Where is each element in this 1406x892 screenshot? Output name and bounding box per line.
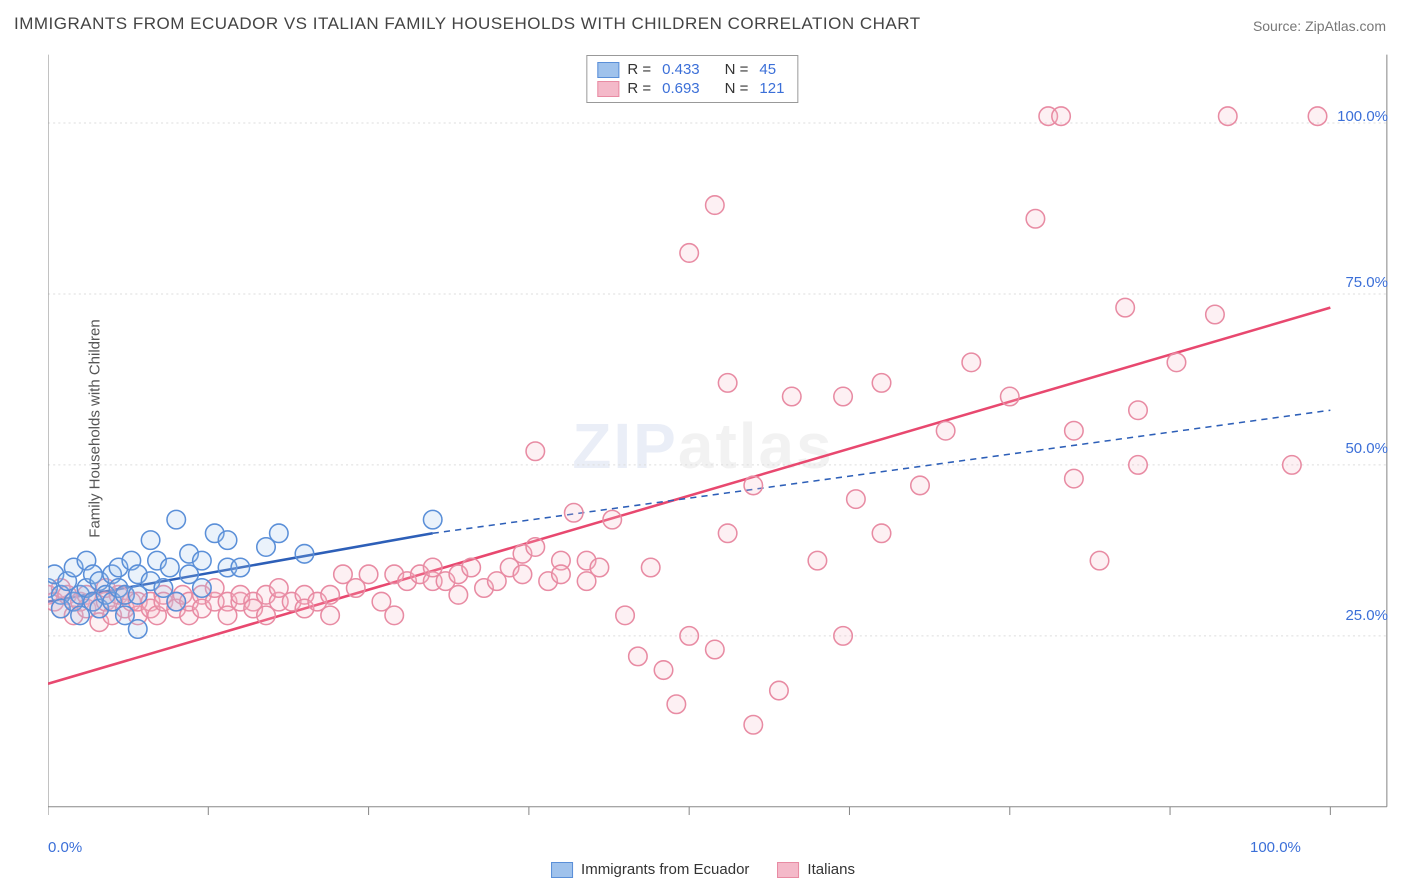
source-label: Source: ZipAtlas.com (1253, 18, 1386, 34)
y-tick-label: 100.0% (1337, 108, 1388, 125)
x-tick-label: 100.0% (1250, 839, 1301, 856)
legend-row-italians: R = 0.693 N = 121 (597, 79, 787, 98)
correlation-legend: R = 0.433 N = 45 R = 0.693 N = 121 (586, 55, 798, 103)
y-tick-label: 50.0% (1345, 440, 1388, 457)
legend-item-ecuador: Immigrants from Ecuador (551, 861, 749, 878)
chart-title: IMMIGRANTS FROM ECUADOR VS ITALIAN FAMIL… (14, 14, 921, 34)
y-tick-label: 25.0% (1345, 607, 1388, 624)
y-tick-label: 75.0% (1345, 274, 1388, 291)
series-legend: Immigrants from Ecuador Italians (551, 861, 855, 878)
scatter-chart (48, 50, 1392, 832)
legend-item-italians: Italians (777, 861, 855, 878)
legend-row-ecuador: R = 0.433 N = 45 (597, 60, 787, 79)
x-tick-label: 0.0% (48, 839, 82, 856)
